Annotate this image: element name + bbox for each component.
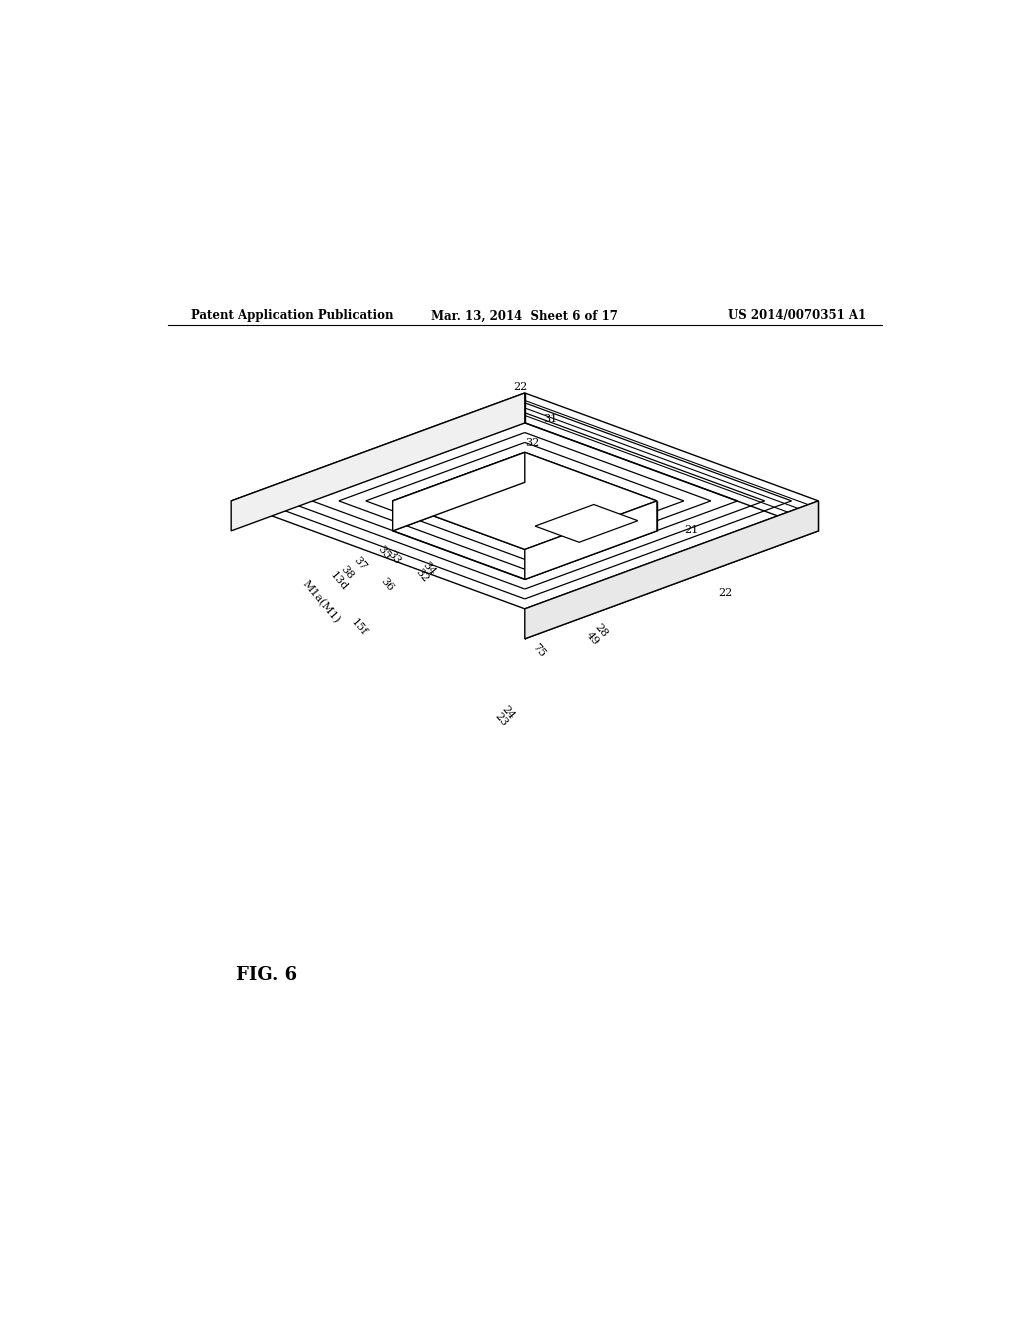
Polygon shape <box>392 453 657 549</box>
Text: 32: 32 <box>414 566 430 583</box>
Text: 49: 49 <box>584 630 600 647</box>
Text: 36: 36 <box>378 576 395 593</box>
Text: 23: 23 <box>493 711 509 729</box>
Polygon shape <box>231 393 818 609</box>
Text: 21: 21 <box>684 524 698 535</box>
Text: 15f: 15f <box>349 618 369 638</box>
Text: 31: 31 <box>543 414 557 424</box>
Text: 35: 35 <box>376 544 393 561</box>
Polygon shape <box>524 500 818 639</box>
Text: 22: 22 <box>513 381 527 392</box>
Text: 37: 37 <box>351 554 368 572</box>
Polygon shape <box>392 453 524 531</box>
Text: 38: 38 <box>339 564 355 582</box>
Polygon shape <box>536 504 638 543</box>
Text: 33: 33 <box>386 549 402 566</box>
Text: 34: 34 <box>421 560 438 577</box>
Text: 13d: 13d <box>328 570 349 593</box>
Text: 28: 28 <box>593 622 610 639</box>
Text: 32: 32 <box>524 438 539 447</box>
Polygon shape <box>524 500 657 579</box>
Text: Mar. 13, 2014  Sheet 6 of 17: Mar. 13, 2014 Sheet 6 of 17 <box>431 309 618 322</box>
Text: M1a(M1): M1a(M1) <box>300 579 342 626</box>
Text: US 2014/0070351 A1: US 2014/0070351 A1 <box>728 309 866 322</box>
Text: 22: 22 <box>719 589 733 598</box>
Text: 24: 24 <box>500 704 517 721</box>
Text: FIG. 6: FIG. 6 <box>237 965 297 983</box>
Text: 75: 75 <box>531 642 548 659</box>
Text: Patent Application Publication: Patent Application Publication <box>191 309 394 322</box>
Polygon shape <box>231 393 524 531</box>
